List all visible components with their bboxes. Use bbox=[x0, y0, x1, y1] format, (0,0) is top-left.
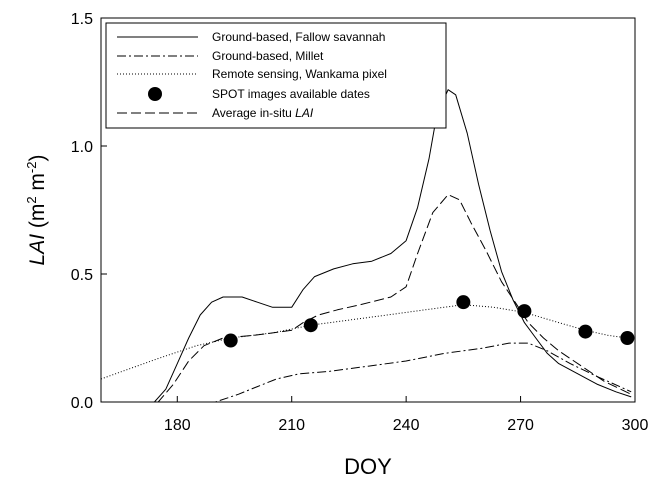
x-tick-label: 180 bbox=[164, 417, 191, 434]
axes: 180 210 240 270 300 0.0 0.5 1.0 1.5 bbox=[71, 11, 649, 434]
legend-label-fallow: Ground-based, Fallow savannah bbox=[212, 30, 385, 44]
x-tick-label: 210 bbox=[278, 417, 305, 434]
spot-date-marker bbox=[620, 331, 635, 345]
legend-label-spot: SPOT images available dates bbox=[212, 87, 370, 101]
y-tick-label: 1.5 bbox=[71, 11, 93, 28]
x-axis-label: DOY bbox=[344, 454, 392, 479]
spot-date-marker bbox=[223, 333, 238, 348]
legend-label-average: Average in-situ LAI bbox=[212, 106, 314, 120]
y-axis-label-part3: ) bbox=[26, 155, 49, 162]
legend: Ground-based, Fallow savannah Ground-bas… bbox=[105, 22, 447, 129]
y-axis-label-italic: LAI bbox=[26, 234, 49, 266]
legend-label-average-plain: Average in-situ bbox=[212, 106, 295, 120]
series-line-0 bbox=[101, 89, 632, 402]
legend-label-millet: Ground-based, Millet bbox=[212, 49, 324, 63]
series-line-4 bbox=[101, 194, 632, 402]
y-axis-label-part2: m bbox=[26, 173, 49, 196]
y-axis-label-part1: (m bbox=[26, 204, 49, 234]
spot-date-marker bbox=[303, 318, 318, 333]
legend-box bbox=[105, 22, 447, 129]
y-tick-label: 0.0 bbox=[71, 395, 93, 412]
x-tick-label: 270 bbox=[507, 417, 534, 434]
y-axis-label: LAI (m2 m-2) bbox=[24, 155, 49, 266]
spot-date-marker bbox=[517, 304, 532, 319]
spot-date-marker bbox=[578, 324, 593, 339]
series-line-1 bbox=[101, 342, 632, 402]
spot-date-marker bbox=[456, 295, 471, 310]
legend-swatch-spot bbox=[148, 87, 162, 101]
markers-layer bbox=[223, 295, 635, 348]
legend-label-average-italic: LAI bbox=[295, 106, 314, 120]
y-tick-label: 1.0 bbox=[71, 139, 93, 156]
x-tick-label: 240 bbox=[393, 417, 420, 434]
y-axis-label-sup1: 2 bbox=[24, 196, 39, 203]
series-layer bbox=[101, 89, 632, 402]
y-tick-label: 0.5 bbox=[71, 267, 93, 284]
legend-label-remote: Remote sensing, Wankama pixel bbox=[212, 67, 387, 81]
x-tick-label: 300 bbox=[622, 417, 649, 434]
y-axis-label-sup2: -2 bbox=[24, 162, 39, 174]
